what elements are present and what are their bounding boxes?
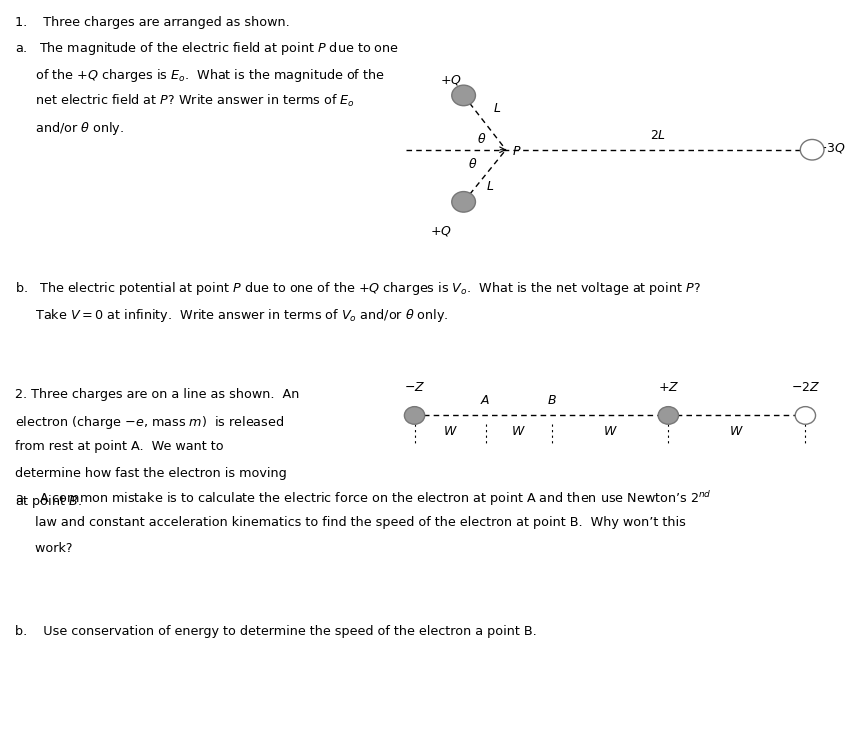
Text: $B$: $B$ [547,393,557,407]
Text: of the $+Q$ charges is $E_o$.  What is the magnitude of the: of the $+Q$ charges is $E_o$. What is th… [15,67,385,84]
Circle shape [658,407,678,424]
Text: $W$: $W$ [511,425,526,438]
Text: 1.    Three charges are arranged as shown.: 1. Three charges are arranged as shown. [15,16,290,29]
Text: $W$: $W$ [602,425,618,438]
Text: $\theta$: $\theta$ [468,157,477,172]
Text: a.   The magnitude of the electric field at point $P$ due to one: a. The magnitude of the electric field a… [15,40,399,57]
Text: $L$: $L$ [493,102,502,115]
Text: $+Q$: $+Q$ [440,73,462,87]
Text: electron (charge $-e$, mass $m$)  is released: electron (charge $-e$, mass $m$) is rele… [15,414,284,431]
Text: at point $B$.: at point $B$. [15,493,82,510]
Text: determine how fast the electron is moving: determine how fast the electron is movin… [15,467,287,480]
Text: $-Z$: $-Z$ [404,381,426,394]
Text: $W$: $W$ [442,425,458,438]
Text: Take $V = 0$ at infinity.  Write answer in terms of $V_o$ and/or $\theta$ only.: Take $V = 0$ at infinity. Write answer i… [15,307,449,324]
Text: from rest at point A.  We want to: from rest at point A. We want to [15,440,224,454]
Text: $P$: $P$ [512,145,521,159]
Circle shape [404,407,425,424]
Text: law and constant acceleration kinematics to find the speed of the electron at po: law and constant acceleration kinematics… [15,516,686,529]
Circle shape [452,192,475,212]
Text: and/or $\theta$ only.: and/or $\theta$ only. [15,120,124,137]
Text: $+Q$: $+Q$ [430,224,452,238]
Text: work?: work? [15,542,73,556]
Text: 2. Three charges are on a line as shown.  An: 2. Three charges are on a line as shown.… [15,388,299,401]
Text: $L$: $L$ [486,180,494,193]
Text: $+Z$: $+Z$ [657,381,679,394]
Circle shape [795,407,816,424]
Circle shape [800,139,824,160]
Text: $-2Z$: $-2Z$ [791,381,820,394]
Text: $W$: $W$ [729,425,744,438]
Text: $2L$: $2L$ [650,129,667,142]
Text: b.    Use conservation of energy to determine the speed of the electron a point : b. Use conservation of energy to determi… [15,625,537,639]
Text: a.   A common mistake is to calculate the electric force on the electron at poin: a. A common mistake is to calculate the … [15,490,712,509]
Text: b.   The electric potential at point $P$ due to one of the $+Q$ charges is $V_o$: b. The electric potential at point $P$ d… [15,280,701,297]
Text: net electric field at $P$? Write answer in terms of $E_o$: net electric field at $P$? Write answer … [15,93,355,109]
Text: $A$: $A$ [481,393,491,407]
Circle shape [452,85,475,106]
Text: $-3Q$: $-3Q$ [816,141,846,155]
Text: $\theta$: $\theta$ [477,132,486,147]
